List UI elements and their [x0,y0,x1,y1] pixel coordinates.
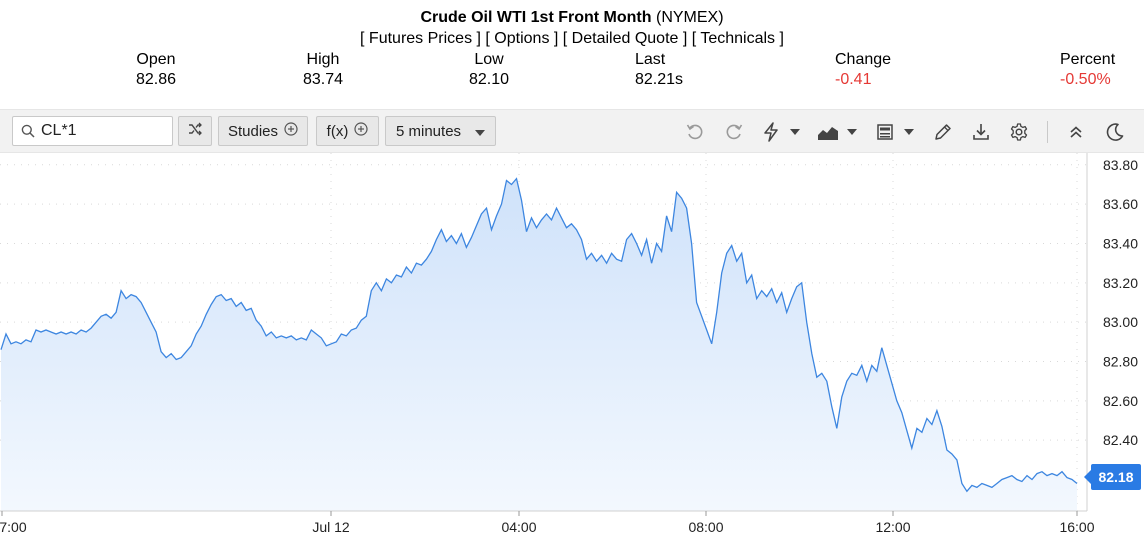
symbol-search-box[interactable] [12,116,173,146]
settings-button[interactable] [1007,120,1031,144]
x-tick-label: 7:00 [0,519,27,535]
stat-value: -0.50% [1060,71,1111,88]
y-tick-label: 83.20 [1103,275,1138,291]
chevron-down-icon [790,129,800,135]
chart-toolbar: Studies f(x) 5 minutes [0,109,1144,153]
stat-label: Change [835,51,892,68]
function-label: f(x) [326,122,349,140]
link-technicals[interactable]: [ Technicals ] [691,30,784,47]
search-icon [21,124,35,143]
stat-change: Change -0.41 [835,50,891,90]
undo-button[interactable] [683,120,707,144]
y-tick-label: 83.00 [1103,314,1138,330]
stat-low: Low 82.10 [469,50,509,90]
x-tick-label: Jul 12 [312,519,350,535]
price-area [1,178,1077,511]
collapse-icon [1068,124,1084,140]
instrument-name: Crude Oil WTI 1st Front Month [420,9,652,26]
chart-type-button[interactable] [817,120,857,144]
pencil-icon [933,122,953,142]
price-line [0,177,1078,493]
redo-button[interactable] [722,120,746,144]
stat-value: 82.86 [135,71,177,88]
draw-button[interactable] [931,120,955,144]
stat-value: 83.74 [302,71,344,88]
quote-links: [ Futures Prices ] [ Options ] [ Detaile… [0,30,1144,48]
y-tick-label: 82.60 [1103,393,1138,409]
redo-icon [724,122,744,142]
stat-open: Open 82.86 [136,50,176,90]
stat-last: Last 82.21s [635,50,683,90]
quote-header: Crude Oil WTI 1st Front Month (NYMEX) [ … [0,0,1144,108]
price-chart[interactable]: 82.40 82.60 82.80 83.00 83.20 83.40 83.60 83.80… [0,153,1144,540]
moon-icon [1105,122,1125,142]
x-tick-label: 16:00 [1059,519,1094,535]
stat-value: 82.21s [635,71,684,88]
studies-button[interactable]: Studies [218,116,308,146]
function-button[interactable]: f(x) [316,116,379,146]
compare-symbol-button[interactable] [178,116,212,146]
y-tick-label: 82.40 [1103,432,1138,448]
stat-value: 82.10 [468,71,510,88]
lightning-icon [762,122,780,142]
x-tick-label: 08:00 [688,519,723,535]
plus-circle-icon [354,122,368,140]
toolbar-divider [1047,121,1048,143]
download-button[interactable] [969,120,993,144]
y-tick-label: 82.80 [1103,354,1138,370]
stat-label: High [306,51,340,68]
x-tick-label: 04:00 [501,519,536,535]
y-tick-label: 83.60 [1103,196,1138,212]
stat-label: Low [474,51,504,68]
studies-label: Studies [227,122,279,140]
instrument-title: Crude Oil WTI 1st Front Month (NYMEX) [0,9,1144,27]
stat-label: Open [136,51,176,68]
layout-icon [876,123,894,141]
symbol-input[interactable] [41,121,169,141]
stat-percent: Percent -0.50% [1060,50,1115,90]
theme-toggle-button[interactable] [1103,120,1127,144]
chevron-down-icon [847,129,857,135]
x-tick-label: 12:00 [875,519,910,535]
y-tick-label: 83.40 [1103,235,1138,251]
stat-high: High 83.74 [303,50,343,90]
interval-label: 5 minutes [396,122,462,140]
plus-circle-icon [284,122,298,140]
stat-label: Last [635,51,666,68]
collapse-button[interactable] [1064,120,1088,144]
shuffle-icon [187,121,203,141]
chevron-down-icon [475,123,485,140]
gear-icon [1009,122,1029,142]
chevron-down-icon [904,129,914,135]
last-price-tag: 82.18 [1084,464,1141,490]
undo-icon [685,122,705,142]
link-options[interactable]: [ Options ] [485,30,559,47]
exchange-name: (NYMEX) [655,9,724,26]
link-detailed-quote[interactable]: [ Detailed Quote ] [562,30,688,47]
stat-label: Percent [1060,51,1116,68]
link-futures-prices[interactable]: [ Futures Prices ] [360,30,481,47]
download-icon [971,122,991,142]
events-menu-button[interactable] [762,120,800,144]
area-chart-icon [817,124,839,140]
stat-value: -0.41 [835,71,872,88]
y-tick-label: 83.80 [1103,157,1138,173]
layout-menu-button[interactable] [876,120,914,144]
price-chart-svg[interactable]: 82.40 82.60 82.80 83.00 83.20 83.40 83.60 83.80… [0,153,1144,540]
interval-select[interactable]: 5 minutes [385,116,496,146]
